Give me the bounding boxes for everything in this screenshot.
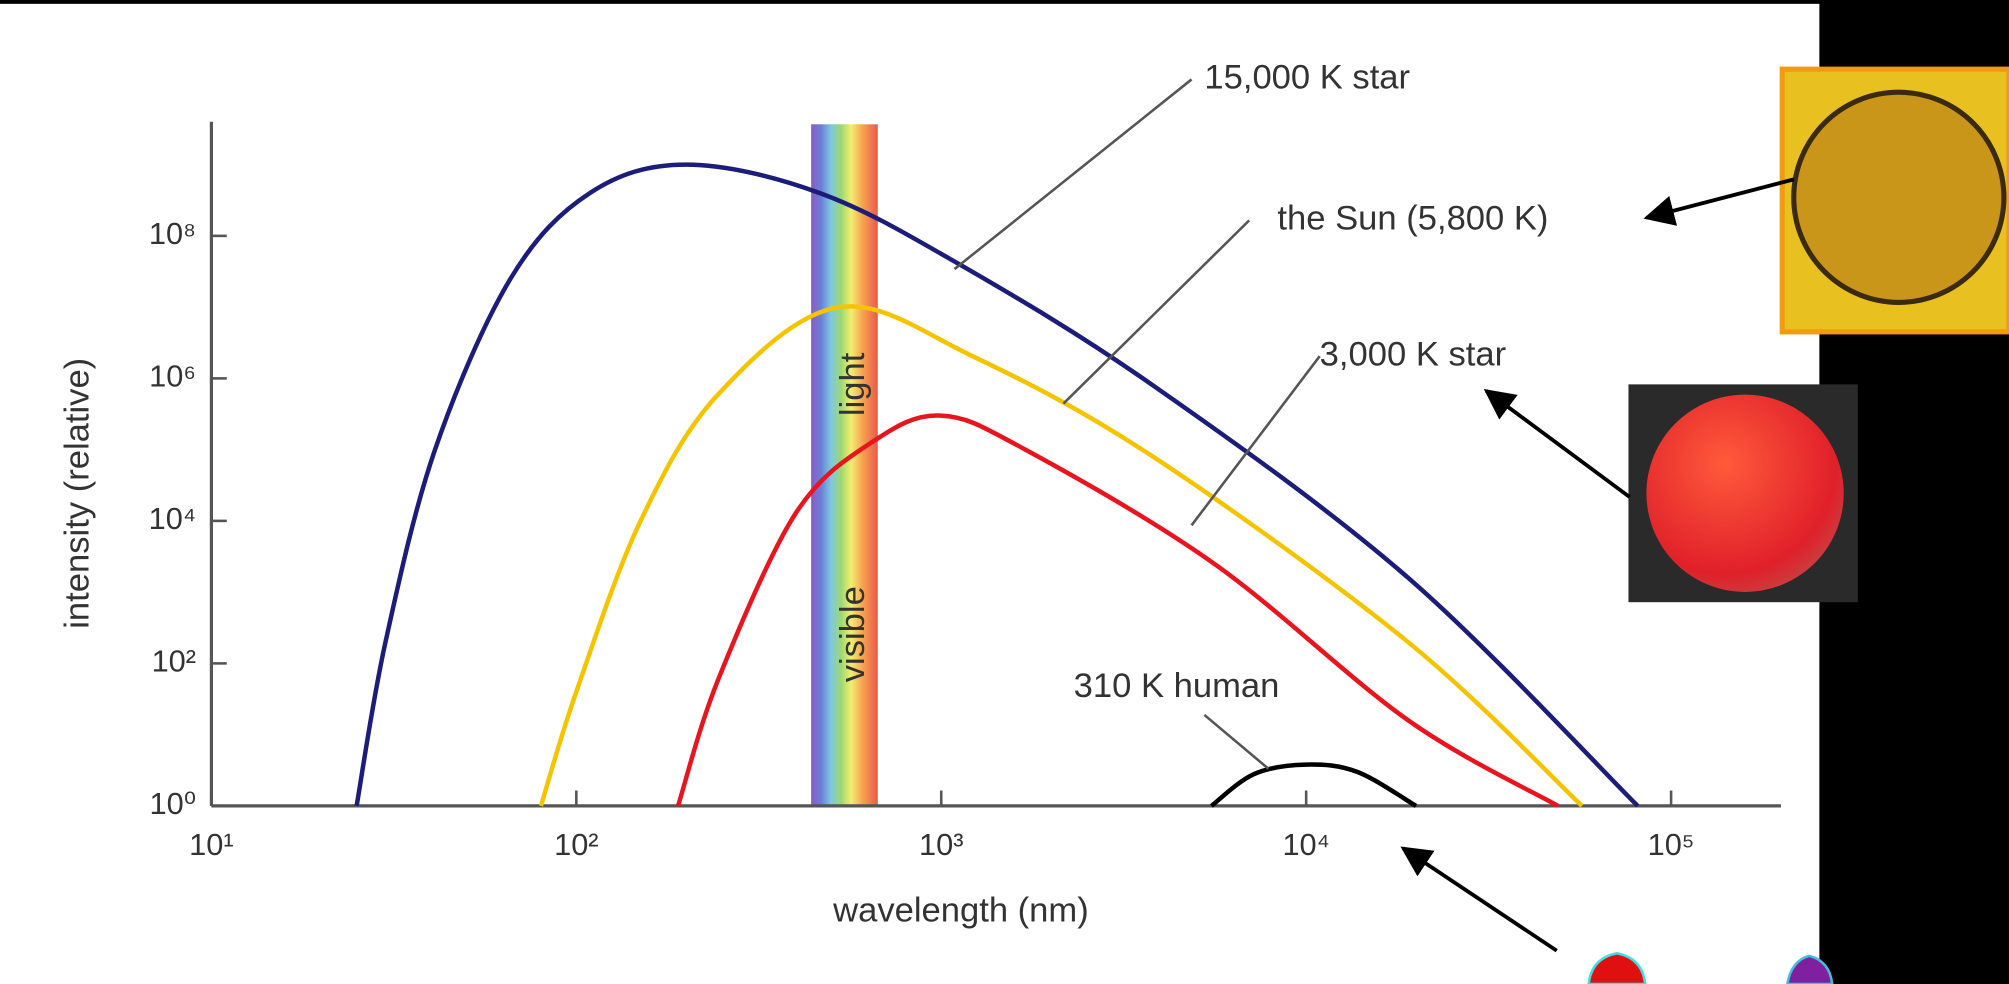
red-star-disk xyxy=(1646,395,1843,592)
sun-disk xyxy=(1794,92,2004,302)
x-tick-label: 10⁴ xyxy=(1282,827,1329,862)
y-tick-label: 10² xyxy=(152,644,196,679)
y-tick-label: 10⁶ xyxy=(149,359,196,394)
series-label: 15,000 K star xyxy=(1204,59,1410,97)
band-label: visible xyxy=(834,586,872,682)
x-axis-label: wavelength (nm) xyxy=(832,891,1089,929)
plot-background xyxy=(0,4,1819,984)
x-tick-label: 10⁵ xyxy=(1648,827,1695,862)
x-tick-label: 10³ xyxy=(919,827,963,862)
page: {"chart_data": { "type": "line", "xlabel… xyxy=(0,0,2009,984)
y-tick-label: 10⁸ xyxy=(149,216,196,251)
series-label: 310 K human xyxy=(1074,667,1280,705)
x-tick-label: 10¹ xyxy=(189,827,233,862)
y-axis-label: intensity (relative) xyxy=(59,358,97,629)
chart: visible light 10¹ 10² 10³ 10⁴ 10⁵ 10⁰ 10² 10⁴ 10⁶ 1… xyxy=(0,0,2009,984)
y-tick-label: 10⁴ xyxy=(149,501,196,536)
visible-band xyxy=(811,124,878,806)
series-label: the Sun (5,800 K) xyxy=(1277,200,1548,238)
y-tick-label: 10⁰ xyxy=(150,786,197,821)
x-tick-label: 10² xyxy=(554,827,598,862)
band-label: light xyxy=(834,352,872,416)
series-label: 3,000 K star xyxy=(1320,335,1506,373)
